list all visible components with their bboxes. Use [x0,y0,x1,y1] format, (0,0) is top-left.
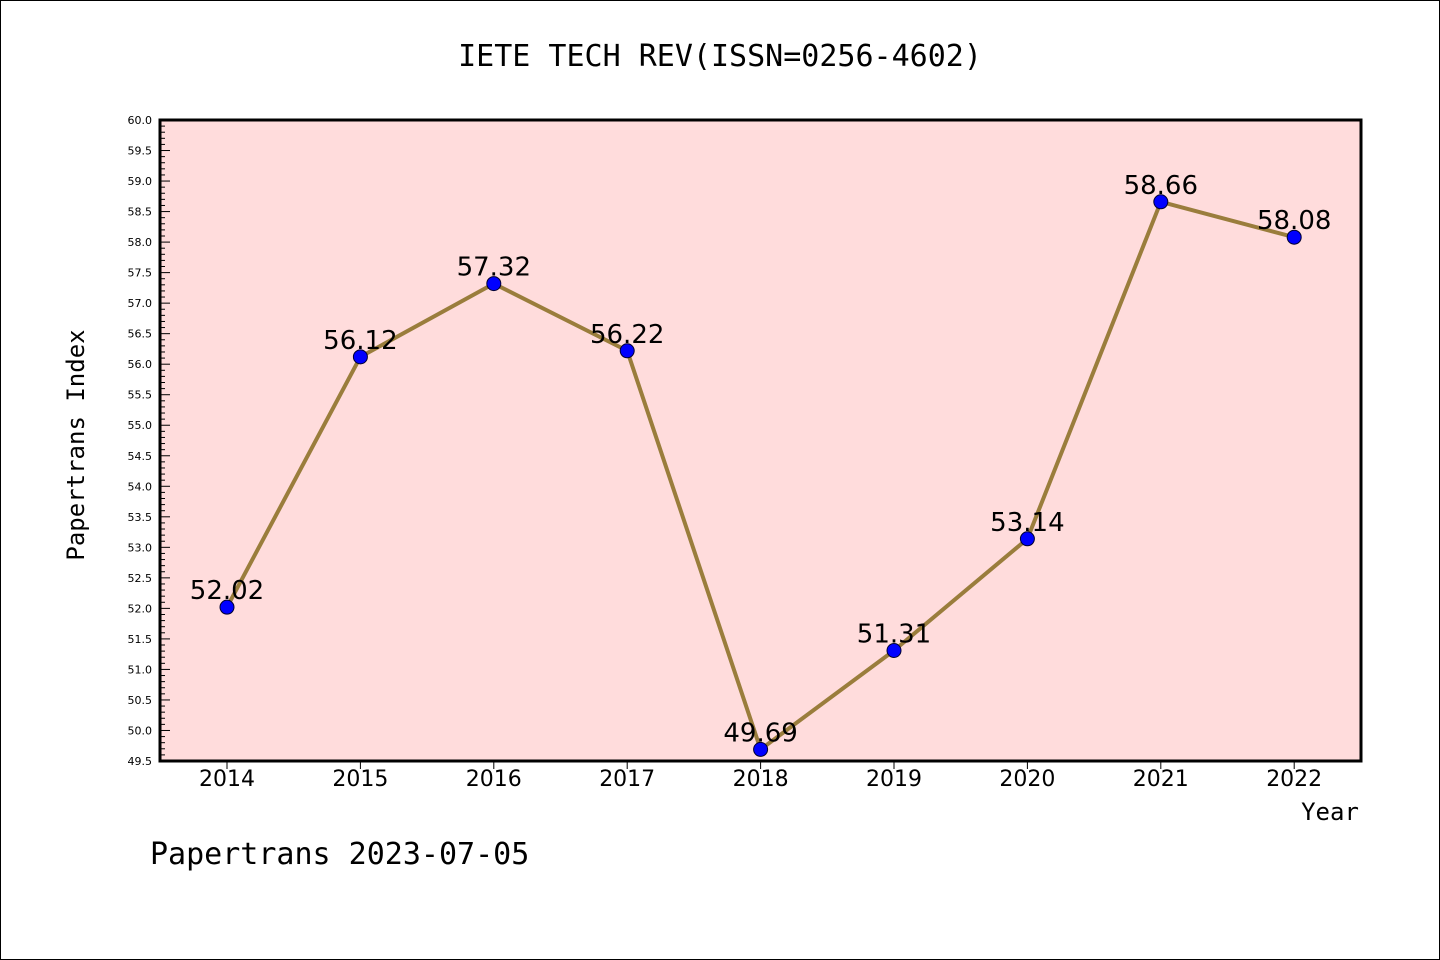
y-tick-label: 59.5 [128,145,153,158]
y-tick-label: 54.0 [128,480,153,493]
y-tick-label: 56.0 [128,358,153,371]
data-label: 53.14 [990,508,1064,538]
x-tick-label: 2015 [332,767,388,792]
y-tick-label: 51.5 [128,633,153,646]
y-tick-label: 52.0 [128,602,153,615]
y-tick-label: 58.5 [128,206,153,219]
y-tick-label: 50.5 [128,694,153,707]
y-tick-label: 57.0 [128,297,153,310]
data-label: 51.31 [857,620,931,650]
y-tick-label: 50.0 [128,724,153,737]
x-tick-label: 2018 [733,767,789,792]
y-tick-label: 52.5 [128,572,153,585]
data-label: 56.12 [323,326,397,356]
footer-text: Papertrans 2023-07-05 [150,837,529,872]
y-tick-label: 51.0 [128,663,153,676]
data-label: 49.69 [723,718,797,748]
data-label: 58.66 [1124,171,1198,201]
y-tick-label: 59.0 [128,175,153,188]
data-points [219,194,1302,757]
data-point [1153,194,1169,210]
x-tick-label: 2019 [866,767,922,792]
data-point [886,643,902,659]
chart-title: IETE TECH REV(ISSN=0256-4602) [458,39,982,74]
x-tick-label: 2017 [599,767,655,792]
plot-area [160,120,1361,761]
y-tick-label: 57.5 [128,267,153,280]
y-tick-label: 53.5 [128,511,153,524]
x-tick-label: 2020 [999,767,1055,792]
data-point [619,343,635,359]
y-tick-label: 60.0 [128,114,153,127]
data-point [1286,229,1302,245]
data-labels: 52.02 56.12 57.32 56.22 49.69 51.31 53.14 58.66… [190,171,1332,749]
y-tick-label: 55.5 [128,389,153,402]
x-axis-label: Year [1301,798,1359,826]
data-point [352,349,368,365]
x-tick-label: 2021 [1133,767,1189,792]
x-tick-label: 2014 [199,767,255,792]
y-axis-label: Papertrans Index [62,329,90,560]
plot-border [158,118,1363,763]
data-label: 56.22 [590,320,664,350]
data-point [219,599,235,615]
x-axis: 2014 2015 2016 2017 2018 2019 2020 2021 2022 [199,761,1322,792]
y-tick-label: 58.0 [128,236,153,249]
y-tick-label: 56.5 [128,328,153,341]
y-tick-label: 49.5 [128,755,153,768]
x-tick-label: 2022 [1266,767,1322,792]
x-tick-label: 2016 [466,767,522,792]
y-tick-label: 55.0 [128,419,153,432]
data-label: 58.08 [1257,206,1331,236]
data-label: 57.32 [457,253,531,283]
y-axis: 49.5 50.0 50.5 51.0 51.5 52.0 52.5 53.0 53.5 54.0… [128,114,170,768]
data-point [1019,531,1035,547]
data-label: 52.02 [190,576,264,606]
y-tick-label: 53.0 [128,541,153,554]
data-point [753,741,769,757]
y-tick-label: 54.5 [128,450,153,463]
data-point [486,276,502,292]
